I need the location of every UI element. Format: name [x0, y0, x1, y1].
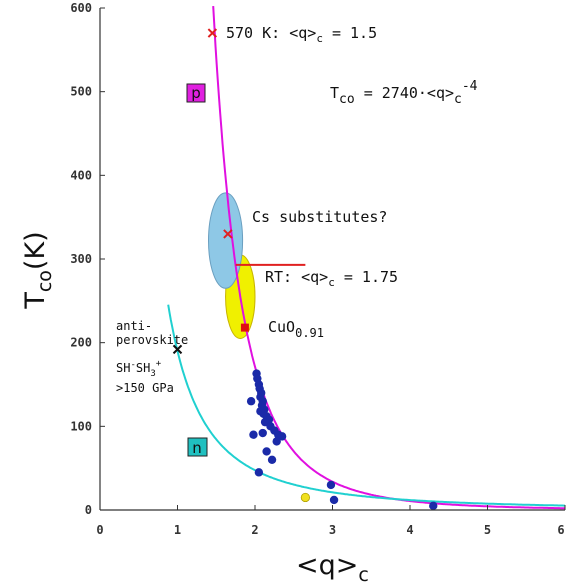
y-tick-label: 300	[70, 252, 92, 266]
points-layer	[246, 369, 438, 511]
x-tick-labels: 0 1 2 3 4 5 6	[96, 523, 564, 537]
data-point	[329, 495, 339, 505]
data-point	[429, 501, 438, 511]
cross-marker-0	[207, 28, 218, 38]
y-axis-title: Tco(K)	[20, 231, 56, 309]
series-curve-1	[167, 304, 565, 507]
y-tick-label: 500	[70, 85, 92, 99]
cs-substitutes-annotation: Cs substitutes?	[252, 208, 387, 226]
x-tick-label: 1	[174, 523, 181, 537]
data-point	[277, 432, 287, 441]
label-n-box: n	[187, 437, 208, 457]
data-point	[267, 455, 277, 464]
label-p-box: p	[186, 83, 206, 103]
x-tick-label: 5	[484, 523, 491, 537]
y-tick-label: 200	[70, 336, 92, 350]
annotation-570k: 570 K: <q>c = 1.5	[226, 24, 377, 45]
sh-formula: SH-SH3+	[116, 359, 162, 379]
y-tick-labels: 0 100 200 300 400 500 600	[70, 1, 92, 517]
markers-layer	[172, 28, 249, 355]
square-marker-2	[240, 323, 249, 332]
svg-text:n: n	[192, 439, 202, 457]
x-tick-label: 6	[557, 523, 564, 537]
region-ellipse-1	[208, 192, 244, 289]
cross-marker-3	[172, 344, 183, 355]
formula-annotation: Tco = 2740·<q>c-4	[330, 79, 478, 107]
x-tick-label: 2	[251, 523, 258, 537]
pressure-annotation: >150 GPa	[116, 381, 174, 395]
anti-perovskite-line2: perovskite	[116, 333, 188, 347]
data-point	[258, 428, 267, 438]
curves-layer	[167, 6, 565, 510]
data-point	[262, 447, 271, 456]
data-point	[326, 480, 336, 490]
data-point	[300, 492, 310, 503]
anti-perovskite-line1: anti-	[116, 319, 152, 333]
data-point	[256, 407, 265, 416]
axes	[99, 7, 566, 511]
data-point	[246, 397, 256, 406]
y-tick-label: 0	[85, 503, 92, 517]
data-point	[249, 430, 258, 439]
y-tick-label: 400	[70, 168, 92, 182]
data-point	[254, 468, 264, 477]
data-point	[264, 415, 274, 424]
x-tick-label: 0	[96, 523, 103, 537]
rt-annotation: RT: <q>c = 1.75	[265, 268, 398, 289]
x-tick-label: 4	[406, 523, 413, 537]
x-tick-label: 3	[329, 523, 336, 537]
y-tick-label: 600	[70, 1, 92, 15]
data-point	[272, 437, 281, 446]
regions-layer	[208, 192, 256, 339]
x-axis-title: <q>c	[296, 550, 369, 586]
cuo-annotation: CuO0.91	[268, 318, 324, 340]
cross-marker-1	[223, 229, 233, 239]
y-tick-label: 100	[70, 419, 92, 433]
svg-text:p: p	[191, 84, 201, 102]
